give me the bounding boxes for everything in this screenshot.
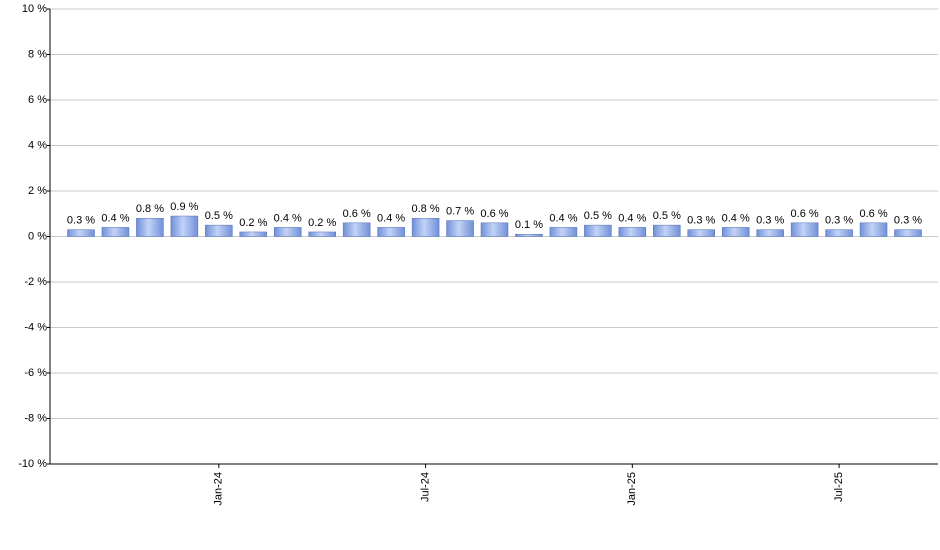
value-label: 0.7 % — [446, 205, 474, 217]
value-label: 0.5 % — [584, 210, 612, 222]
y-tick-label: 6 % — [28, 94, 47, 106]
bar — [515, 233, 543, 237]
value-label: 0.4 % — [377, 212, 405, 224]
bar — [239, 231, 268, 237]
bar — [446, 220, 474, 237]
value-label: 0.5 % — [205, 210, 233, 222]
bar — [274, 227, 302, 237]
bar — [859, 222, 888, 237]
bar — [101, 227, 130, 237]
bar — [342, 222, 371, 237]
y-tick-label: -4 % — [24, 321, 47, 333]
bar — [549, 227, 578, 237]
value-label: 0.4 % — [274, 212, 302, 224]
y-tick-label: 4 % — [28, 139, 47, 151]
bar — [653, 224, 681, 237]
bar — [894, 229, 922, 237]
y-tick-label: 8 % — [28, 48, 47, 60]
value-label: 0.6 % — [343, 208, 371, 220]
value-label: 0.3 % — [687, 215, 715, 227]
value-label: 0.9 % — [170, 201, 198, 213]
value-label: 0.4 % — [549, 212, 577, 224]
value-label: 0.3 % — [756, 215, 784, 227]
bar — [756, 229, 784, 237]
bar — [584, 224, 612, 237]
y-tick-label: 2 % — [28, 185, 47, 197]
y-tick-label: -6 % — [24, 367, 47, 379]
value-label: 0.1 % — [515, 219, 543, 231]
value-label: 0.8 % — [136, 203, 164, 215]
bar — [790, 222, 819, 237]
x-tick-label: Jan-24 — [213, 472, 225, 506]
bar — [825, 229, 853, 237]
bar — [308, 231, 336, 237]
x-tick-label: Jan-25 — [626, 472, 638, 506]
value-label: 0.4 % — [101, 212, 129, 224]
bar — [67, 229, 95, 237]
bar — [205, 224, 233, 237]
value-label: 0.2 % — [239, 217, 267, 229]
x-tick-label: Jul-25 — [833, 472, 845, 502]
value-label: 0.4 % — [722, 212, 750, 224]
bar — [136, 218, 164, 237]
value-label: 0.2 % — [308, 217, 336, 229]
y-tick-label: 10 % — [22, 3, 47, 15]
value-label: 0.3 % — [894, 215, 922, 227]
x-tick-label: Jul-24 — [419, 472, 431, 502]
value-label: 0.3 % — [67, 215, 95, 227]
value-label: 0.6 % — [859, 208, 887, 220]
bar — [170, 215, 199, 237]
y-tick-label: -10 % — [18, 458, 47, 470]
value-label: 0.5 % — [653, 210, 681, 222]
y-tick-label: -2 % — [24, 276, 47, 288]
bar — [377, 227, 405, 237]
y-tick-label: -8 % — [24, 412, 47, 424]
bar — [721, 227, 750, 237]
bar — [618, 227, 647, 237]
bar — [480, 222, 509, 237]
value-label: 0.3 % — [825, 215, 853, 227]
value-label: 0.8 % — [412, 203, 440, 215]
y-tick-label: 0 % — [28, 230, 47, 242]
value-label: 0.4 % — [618, 212, 646, 224]
value-label: 0.6 % — [480, 208, 508, 220]
bar — [411, 218, 440, 237]
bar — [687, 229, 715, 237]
value-label: 0.6 % — [791, 208, 819, 220]
